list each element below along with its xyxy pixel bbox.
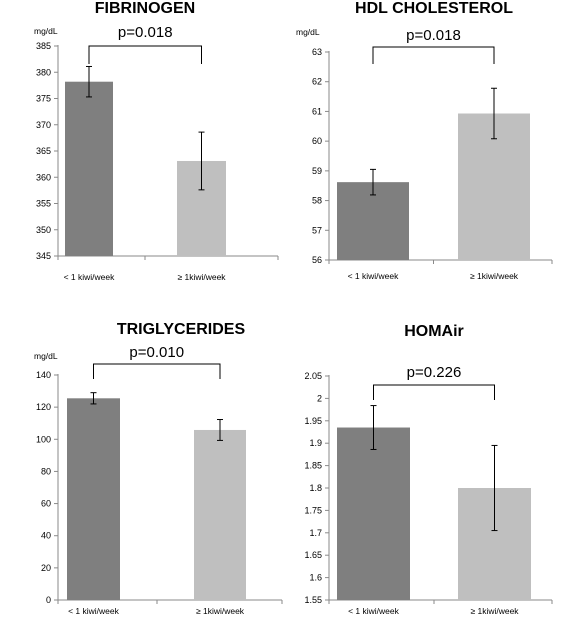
category-label: ≥ 1kiwi/week	[196, 606, 245, 616]
chart-hdl-cholesterol: HDL CHOLESTEROL p=0.018 mg/dL 56 57 58 59 60…	[296, 0, 553, 281]
y-tick-label: 61	[312, 106, 322, 116]
y-tick-label: 58	[312, 196, 322, 206]
y-tick-label: 2.05	[304, 371, 322, 381]
significance-bracket	[372, 46, 495, 64]
y-tick-label: 60	[41, 499, 51, 509]
y-unit-label: mg/dL	[296, 27, 320, 37]
y-tick-label: 80	[41, 466, 51, 476]
y-tick-label: 1.8	[309, 483, 322, 493]
y-tick-label: 1.7	[309, 528, 322, 538]
y-tick-label: 2	[317, 393, 322, 403]
y-unit-label: mg/dL	[34, 26, 58, 36]
y-tick-label: 40	[41, 531, 51, 541]
y-tick-label: 100	[36, 434, 51, 444]
y-unit-label: mg/dL	[34, 351, 58, 361]
y-tick-label: 57	[312, 225, 322, 235]
bar	[67, 398, 120, 600]
significance-bracket	[88, 45, 202, 64]
y-tick-label: 365	[36, 146, 51, 156]
chart-title: HDL CHOLESTEROL	[355, 0, 513, 17]
y-tick-label: 63	[312, 47, 322, 57]
y-tick-label: 375	[36, 94, 51, 104]
y-tick-label: 370	[36, 120, 51, 130]
category-label: ≥ 1kiwi/week	[470, 606, 519, 616]
bar	[337, 427, 410, 600]
y-tick-label: 380	[36, 67, 51, 77]
y-tick-label: 360	[36, 172, 51, 182]
y-tick-label: 56	[312, 255, 322, 265]
y-tick-label: 1.75	[304, 505, 322, 515]
y-tick-label: 1.6	[309, 573, 322, 583]
bar	[65, 81, 113, 256]
chart-title: FIBRINOGEN	[95, 0, 195, 17]
y-tick-label: 385	[36, 41, 51, 51]
p-value-label: p=0.018	[118, 24, 173, 41]
category-label: < 1 kiwi/week	[68, 606, 120, 616]
y-tick-label: 140	[36, 370, 51, 380]
y-tick-label: 1.85	[304, 461, 322, 471]
y-tick-label: 59	[312, 166, 322, 176]
y-tick-label: 1.95	[304, 416, 322, 426]
chart-title: HOMAir	[404, 323, 464, 340]
y-tick-label: 345	[36, 251, 51, 261]
significance-bracket	[93, 363, 221, 379]
category-label: ≥ 1kiwi/week	[177, 272, 226, 282]
p-value-label: p=0.226	[407, 364, 462, 381]
category-label: < 1 kiwi/week	[64, 272, 116, 282]
y-tick-label: 350	[36, 225, 51, 235]
p-value-label: p=0.010	[129, 344, 184, 361]
y-tick-label: 120	[36, 402, 51, 412]
y-tick-label: 20	[41, 563, 51, 573]
chart-fibrinogen: FIBRINOGEN p=0.018 mg/dL 345 350 355 360 365…	[34, 0, 279, 282]
p-value-label: p=0.018	[406, 27, 461, 44]
y-tick-label: 62	[312, 77, 322, 87]
category-label: ≥ 1kiwi/week	[470, 271, 519, 281]
category-label: < 1 kiwi/week	[348, 606, 400, 616]
chart-title: TRIGLYCERIDES	[117, 321, 246, 338]
y-tick-label: 1.9	[309, 438, 322, 448]
y-tick-label: 1.55	[304, 595, 322, 605]
y-tick-label: 0	[46, 595, 51, 605]
significance-bracket	[373, 384, 495, 400]
chart-homair: HOMAir p=0.226 1.55 1.6 1.65 1.7 1.75 1.8 1.85…	[304, 323, 553, 616]
y-tick-label: 60	[312, 136, 322, 146]
category-label: < 1 kiwi/week	[348, 271, 400, 281]
y-tick-label: 355	[36, 199, 51, 209]
bar	[194, 429, 246, 600]
chart-triglycerides: TRIGLYCERIDES p=0.010 mg/dL 0 20 40 60 80 100…	[34, 321, 283, 616]
y-tick-label: 1.65	[304, 550, 322, 560]
